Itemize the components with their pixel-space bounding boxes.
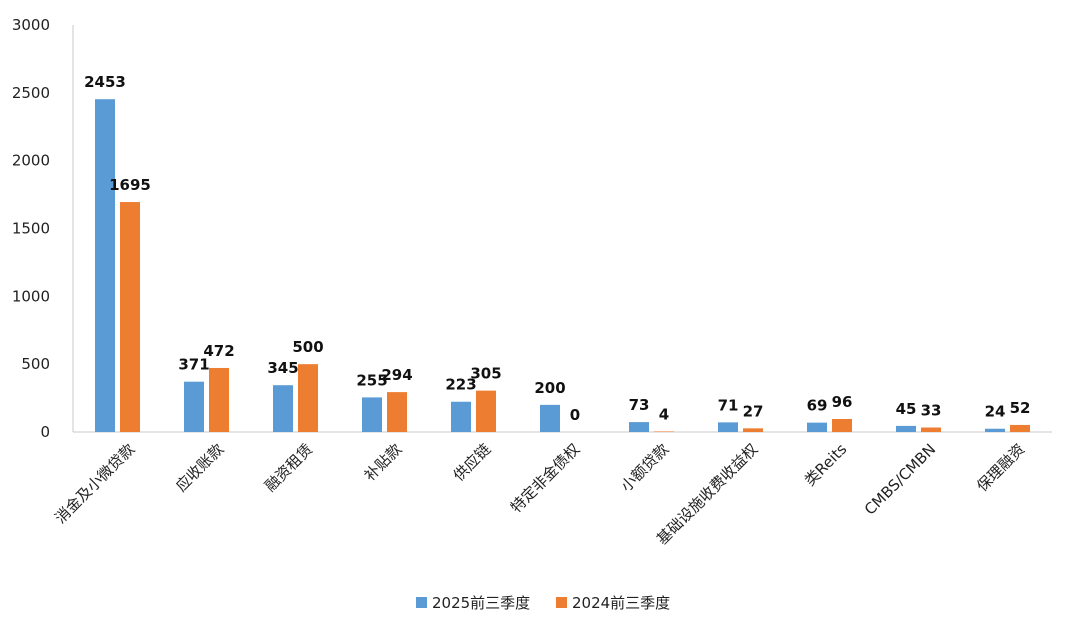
data-label: 96	[832, 393, 853, 411]
x-category-label: 供应链	[450, 440, 495, 485]
bar-series-1	[896, 425, 916, 432]
y-tick-label: 500	[21, 355, 50, 373]
data-label: 223	[445, 376, 476, 394]
x-category-label: 基础设施收费收益权	[653, 440, 761, 548]
bar-series-2	[654, 431, 674, 432]
data-label: 1695	[109, 176, 151, 194]
x-category-label: 小额贷款	[617, 440, 672, 495]
data-label: 345	[267, 359, 298, 377]
bar-series-1	[629, 422, 649, 432]
bar-series-1	[273, 385, 293, 432]
y-tick-label: 1500	[12, 220, 50, 238]
data-label: 24	[985, 403, 1006, 421]
bar-series-2	[743, 428, 763, 432]
x-category-label: 融资租赁	[261, 440, 316, 495]
bar-series-1	[807, 422, 827, 432]
legend-swatch	[556, 597, 567, 608]
data-label: 52	[1010, 399, 1031, 417]
bar-series-2	[387, 392, 407, 432]
data-label: 371	[178, 356, 209, 374]
bar-series-2	[209, 367, 229, 432]
bar-series-2	[298, 364, 318, 432]
bar-series-1	[985, 428, 1005, 432]
data-label: 472	[203, 342, 234, 360]
y-tick-label: 2500	[12, 84, 50, 102]
x-category-label: 特定非金债权	[507, 440, 583, 516]
bar-series-2	[476, 390, 496, 432]
data-label: 71	[718, 396, 739, 414]
x-category-label: CMBS/CMBN	[861, 440, 939, 518]
data-label: 500	[292, 338, 323, 356]
legend-swatch	[416, 597, 427, 608]
bar-series-1	[184, 381, 204, 432]
bar-series-2	[921, 427, 941, 432]
x-category-label: 应收账款	[172, 440, 227, 495]
legend-label: 2025前三季度	[432, 594, 530, 612]
data-label: 255	[356, 371, 387, 389]
data-label: 305	[470, 365, 501, 383]
category-labels: 消金及小微贷款 应收账款 融资租赁 补贴款 供应链 特定非金债权 小额贷款基础设施收费收益权…	[51, 440, 1028, 548]
data-label: 0	[570, 406, 580, 424]
bar-series-2	[1010, 424, 1030, 432]
data-label: 294	[381, 366, 412, 384]
y-tick-label: 3000	[12, 16, 50, 34]
y-axis-ticks: 0 500 1000 1500 2000 2500 3000	[12, 16, 50, 441]
y-tick-label: 2000	[12, 152, 50, 170]
bar-series-1	[718, 422, 738, 432]
legend-label: 2024前三季度	[572, 594, 670, 612]
axes	[72, 25, 1052, 433]
bar-series-1	[540, 404, 560, 432]
x-category-label: 类Reits	[801, 440, 851, 490]
x-category-label: 保理融资	[973, 440, 1028, 495]
data-label: 4	[659, 405, 669, 423]
bar-series-1	[451, 401, 471, 432]
data-label: 73	[629, 396, 650, 414]
bar-series-1	[95, 99, 115, 433]
data-label: 33	[921, 402, 942, 420]
data-label: 200	[534, 379, 565, 397]
y-tick-label: 0	[40, 423, 50, 441]
data-label: 27	[743, 402, 764, 420]
legend: 2025前三季度 2024前三季度	[416, 594, 670, 612]
data-label: 45	[896, 400, 917, 418]
bars	[95, 99, 1030, 433]
y-tick-label: 1000	[12, 287, 50, 305]
x-category-label: 补贴款	[361, 440, 406, 485]
x-category-label: 消金及小微贷款	[51, 440, 138, 527]
data-label: 2453	[84, 73, 126, 91]
bar-series-1	[362, 397, 382, 432]
bar-series-2	[832, 418, 852, 432]
data-label: 69	[807, 397, 828, 415]
data-labels: 2453 371 345 255 223 200 73 71 69 45 24 1695 472 500 2…	[84, 73, 1030, 424]
bar-series-2	[120, 202, 140, 432]
